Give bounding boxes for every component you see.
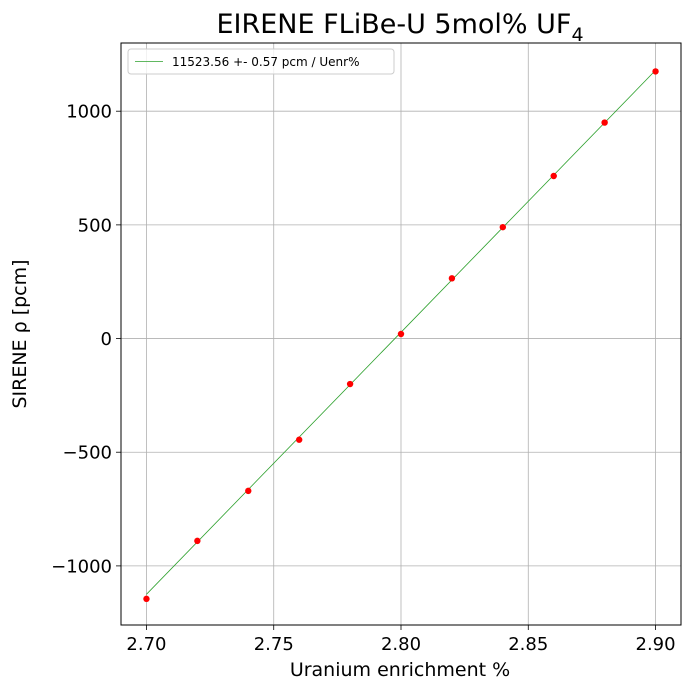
y-axis-title: SIRENE ρ [pcm] bbox=[9, 259, 31, 408]
data-point bbox=[652, 68, 659, 75]
legend-box bbox=[127, 48, 395, 75]
y-tick-label: 500 bbox=[78, 215, 112, 236]
data-point bbox=[397, 330, 405, 338]
grid-lines bbox=[121, 43, 681, 625]
data-points bbox=[143, 68, 659, 603]
y-tick-label: −1000 bbox=[51, 556, 112, 577]
x-axis-title: Uranium enrichment % bbox=[290, 659, 510, 681]
x-tick-label: 2.90 bbox=[636, 634, 676, 655]
chart-title: EIRENE FLiBe-U 5mol% UF4 bbox=[216, 9, 583, 46]
x-tick-label: 2.70 bbox=[126, 634, 166, 655]
data-point bbox=[346, 380, 354, 388]
x-tick-label: 2.85 bbox=[508, 634, 548, 655]
data-point bbox=[601, 119, 608, 126]
chart-title-subscript: 4 bbox=[571, 24, 583, 46]
data-point bbox=[194, 537, 201, 545]
legend: 11523.56 +- 0.57 pcm / Uenr% bbox=[127, 48, 395, 75]
x-tick-label: 2.80 bbox=[381, 634, 421, 655]
data-point bbox=[448, 275, 456, 282]
y-tick-label: 1000 bbox=[66, 102, 112, 123]
data-point bbox=[499, 223, 507, 231]
data-point bbox=[245, 487, 252, 495]
y-tick-label: −500 bbox=[63, 443, 112, 464]
y-tick-label: 0 bbox=[101, 329, 112, 350]
data-point bbox=[550, 172, 557, 180]
chart-title-text: EIRENE FLiBe-U 5mol% UF bbox=[216, 9, 571, 40]
axis-ticks: 2.70 2.75 2.80 2.85 2.90 −1000 −500 0 500 1000 bbox=[51, 102, 675, 655]
data-point bbox=[295, 436, 303, 443]
legend-label: 11523.56 +- 0.57 pcm / Uenr% bbox=[172, 55, 360, 69]
x-tick-label: 2.75 bbox=[254, 634, 294, 655]
data-point bbox=[143, 595, 150, 603]
